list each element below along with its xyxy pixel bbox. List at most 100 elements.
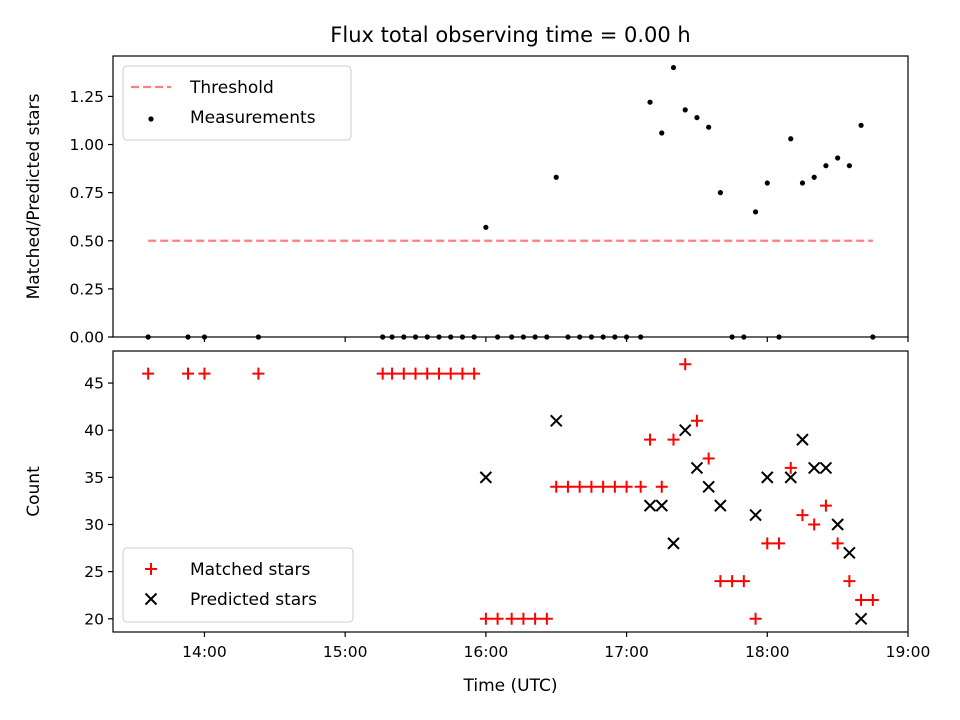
- matched-star-point: [831, 537, 844, 550]
- measurement-point: [483, 224, 489, 230]
- measurement-point: [823, 163, 829, 169]
- matched-star-point: [679, 358, 692, 371]
- measurement-point: [509, 334, 515, 340]
- measurement-point: [764, 180, 770, 186]
- matched-star-point: [468, 367, 481, 380]
- predicted-star-point: [761, 471, 774, 484]
- measurement-point: [638, 334, 644, 340]
- measurement-point: [185, 334, 191, 340]
- matched-star-point: [714, 575, 727, 588]
- matched-star-point: [421, 367, 434, 380]
- measurement-point: [659, 130, 665, 136]
- predicted-star-point: [831, 518, 844, 531]
- predicted-star-point: [749, 508, 762, 522]
- measurement-point: [577, 334, 583, 340]
- matched-star-point: [479, 612, 492, 625]
- measurement-point: [553, 174, 559, 180]
- matched-star-point: [444, 367, 457, 380]
- y-tick-label: 0.00: [69, 329, 104, 347]
- matched-star-point: [784, 461, 797, 474]
- matched-star-point: [608, 480, 621, 493]
- measurement-point: [565, 334, 571, 340]
- matched-star-point: [655, 480, 668, 493]
- top-panel: Flux total observing time = 0.00 h 0.00 0.…: [24, 23, 909, 347]
- legend-label: Predicted stars: [190, 590, 317, 610]
- x-tick-label: 15:00: [323, 643, 368, 661]
- matched-star-point: [726, 575, 739, 588]
- matched-star-point: [491, 612, 504, 625]
- y-tick-label: 30: [84, 516, 104, 534]
- predicted-star-point: [843, 546, 856, 559]
- matched-star-point: [620, 480, 633, 493]
- measurement-point: [623, 334, 630, 340]
- matched-star-point: [529, 612, 542, 625]
- measurement-point: [424, 334, 430, 340]
- measurement-point: [520, 334, 526, 340]
- matched-star-point: [808, 518, 821, 531]
- y-tick-label: 1.00: [69, 136, 104, 154]
- matched-star-point: [843, 575, 856, 588]
- measurement-point: [380, 334, 386, 340]
- bottom-panel: 20 25 30 35 40 45 14:00 15:00 16:00 17:00 18:00 19:…: [24, 350, 930, 696]
- predicted-star-point: [784, 471, 797, 484]
- chart-title: Flux total observing time = 0.00 h: [330, 23, 690, 47]
- predicted-star-point: [690, 461, 704, 475]
- plot-frame: [112, 350, 909, 633]
- measurement-point: [145, 334, 151, 340]
- measurement-point: [255, 334, 261, 340]
- measurement-point: [532, 334, 538, 340]
- legend-matched-swatch: [145, 563, 157, 575]
- y-tick-label: 45: [84, 375, 104, 393]
- measurement-point: [389, 334, 395, 340]
- predicted-star-point: [796, 433, 809, 446]
- matched-star-point: [819, 499, 832, 512]
- y-tick-label: 20: [84, 610, 104, 628]
- legend-predicted-swatch: [144, 592, 158, 606]
- predicted-star-point: [667, 537, 680, 550]
- measurement-point: [201, 334, 208, 340]
- y-axis-label: Count: [24, 466, 44, 517]
- measurement-point: [670, 64, 677, 71]
- measurement-point: [647, 99, 653, 105]
- y-tick-label: 35: [84, 469, 104, 487]
- measurement-point: [835, 155, 841, 161]
- matched-star-point: [855, 593, 868, 606]
- matched-star-point: [749, 612, 762, 625]
- measurement-point: [612, 334, 618, 340]
- legend-box: [122, 65, 352, 141]
- predicted-star-point: [679, 424, 692, 437]
- measurement-point: [846, 163, 852, 169]
- matched-star-point: [690, 414, 703, 427]
- measurement-point: [706, 124, 712, 130]
- matched-star-point: [517, 612, 530, 625]
- measurement-point: [588, 334, 595, 340]
- y-tick-label: 25: [84, 563, 104, 581]
- predicted-star-point: [655, 499, 668, 512]
- matched-star-point: [182, 367, 195, 380]
- matched-star-point: [561, 480, 574, 493]
- measurement-point: [788, 136, 794, 142]
- matched-star-point: [667, 433, 680, 446]
- x-tick-label: 14:00: [182, 643, 227, 661]
- measurement-point: [401, 334, 407, 340]
- legend-box: [122, 547, 354, 623]
- matched-star-point: [505, 612, 518, 625]
- matched-star-point: [540, 612, 553, 625]
- predicted-star-point: [819, 461, 833, 475]
- measurement-point: [752, 209, 759, 215]
- matched-star-point: [634, 480, 647, 493]
- measurement-point: [694, 114, 700, 121]
- y-tick-label: 0.50: [69, 232, 104, 250]
- predicted-star-point: [807, 461, 821, 475]
- matched-star-point: [198, 367, 211, 380]
- measurement-point: [544, 334, 550, 340]
- x-tick-label: 18:00: [745, 643, 790, 661]
- matched-star-point: [573, 480, 586, 493]
- x-tick-label: 17:00: [604, 643, 649, 661]
- matched-star-point: [702, 452, 715, 465]
- measurement-point: [682, 107, 688, 113]
- y-axis-label: Matched/Predicted stars: [24, 93, 44, 299]
- matched-star-point: [597, 480, 610, 493]
- predicted-star-point: [479, 471, 493, 484]
